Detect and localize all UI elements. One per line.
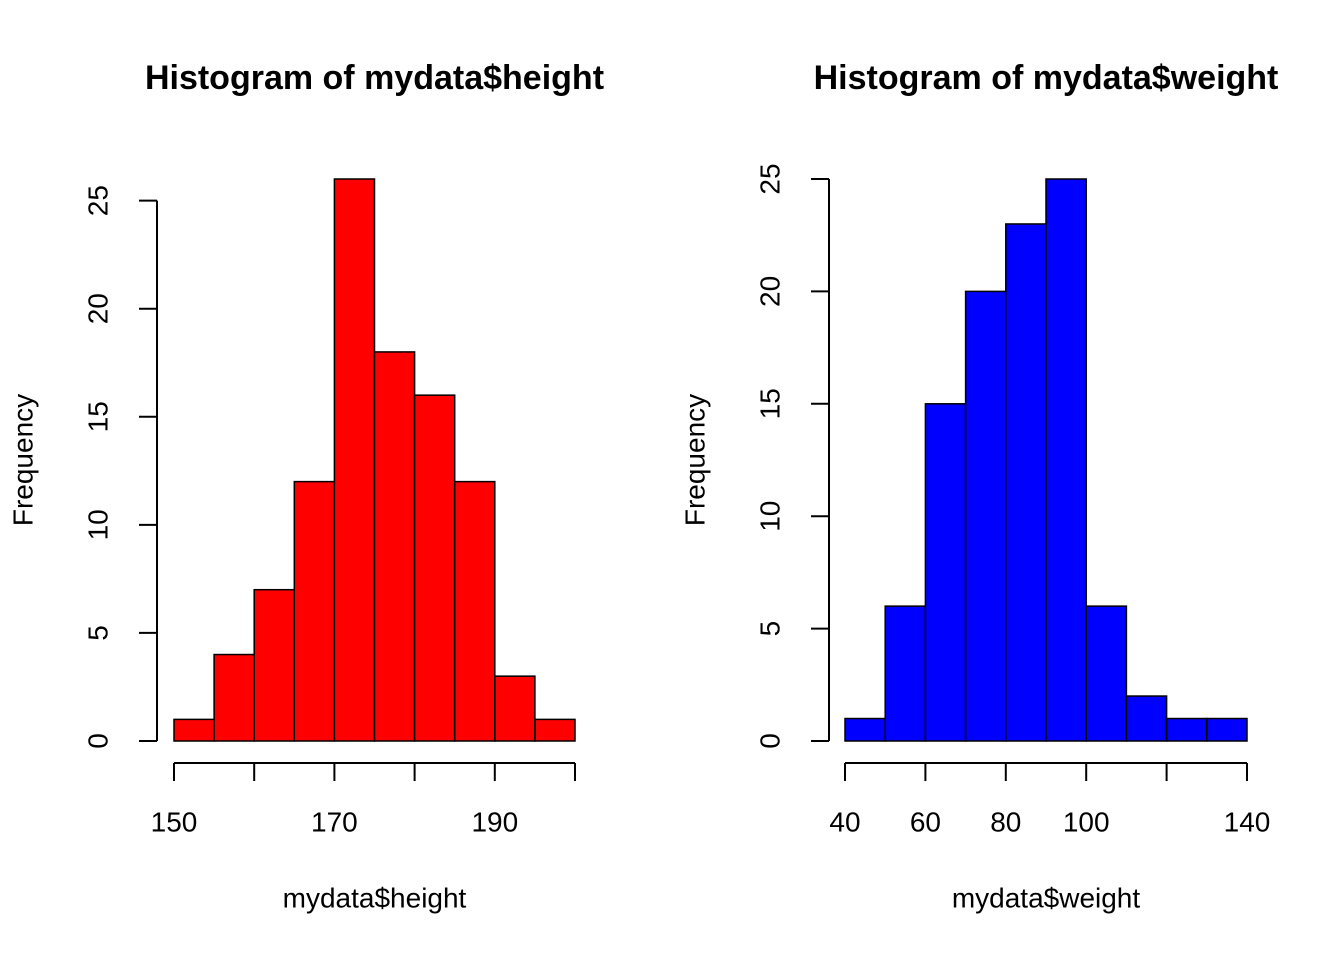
x-tick-label: 190	[471, 806, 518, 837]
bar	[373, 351, 416, 742]
y-tick-label: 25	[82, 185, 113, 216]
chart-title: Histogram of mydata$height	[145, 59, 604, 97]
bar	[924, 403, 967, 742]
y-tick-label: 10	[82, 509, 113, 540]
bar	[844, 717, 886, 742]
y-tick-label: 25	[754, 163, 785, 194]
chart-title: Histogram of mydata$weight	[814, 59, 1279, 97]
y-tick-label: 0	[754, 733, 785, 749]
bar	[1085, 605, 1128, 742]
y-tick-label: 5	[82, 625, 113, 641]
x-axis-label: mydata$weight	[952, 882, 1141, 913]
bar	[1165, 717, 1208, 742]
y-tick-label: 20	[754, 276, 785, 307]
x-axis-label: mydata$height	[283, 882, 467, 913]
bar	[1206, 717, 1248, 742]
bar	[253, 588, 296, 742]
bar	[964, 290, 1007, 742]
x-tick-label: 170	[311, 806, 358, 837]
bar	[1045, 178, 1087, 742]
bar	[213, 653, 255, 742]
y-axis-label: Frequency	[679, 394, 710, 526]
bar	[1005, 223, 1047, 742]
x-tick-label: 60	[910, 806, 941, 837]
bar	[453, 480, 496, 742]
x-tick-label: 150	[151, 806, 198, 837]
bar	[534, 718, 576, 742]
y-tick-label: 10	[754, 501, 785, 532]
bar	[494, 675, 536, 742]
bar	[173, 718, 215, 742]
x-tick-label: 80	[990, 806, 1021, 837]
bar	[884, 605, 927, 742]
x-tick-label: 140	[1224, 806, 1271, 837]
y-tick-label: 15	[754, 388, 785, 419]
bar	[333, 178, 376, 742]
y-axis-label: Frequency	[7, 394, 38, 526]
y-tick-label: 0	[82, 733, 113, 749]
bar	[1125, 695, 1168, 742]
y-tick-label: 5	[754, 621, 785, 637]
y-tick-label: 15	[82, 401, 113, 432]
x-tick-label: 40	[829, 806, 860, 837]
x-tick-label: 100	[1063, 806, 1110, 837]
bar	[413, 394, 456, 742]
bar	[293, 480, 336, 742]
y-tick-label: 20	[82, 293, 113, 324]
